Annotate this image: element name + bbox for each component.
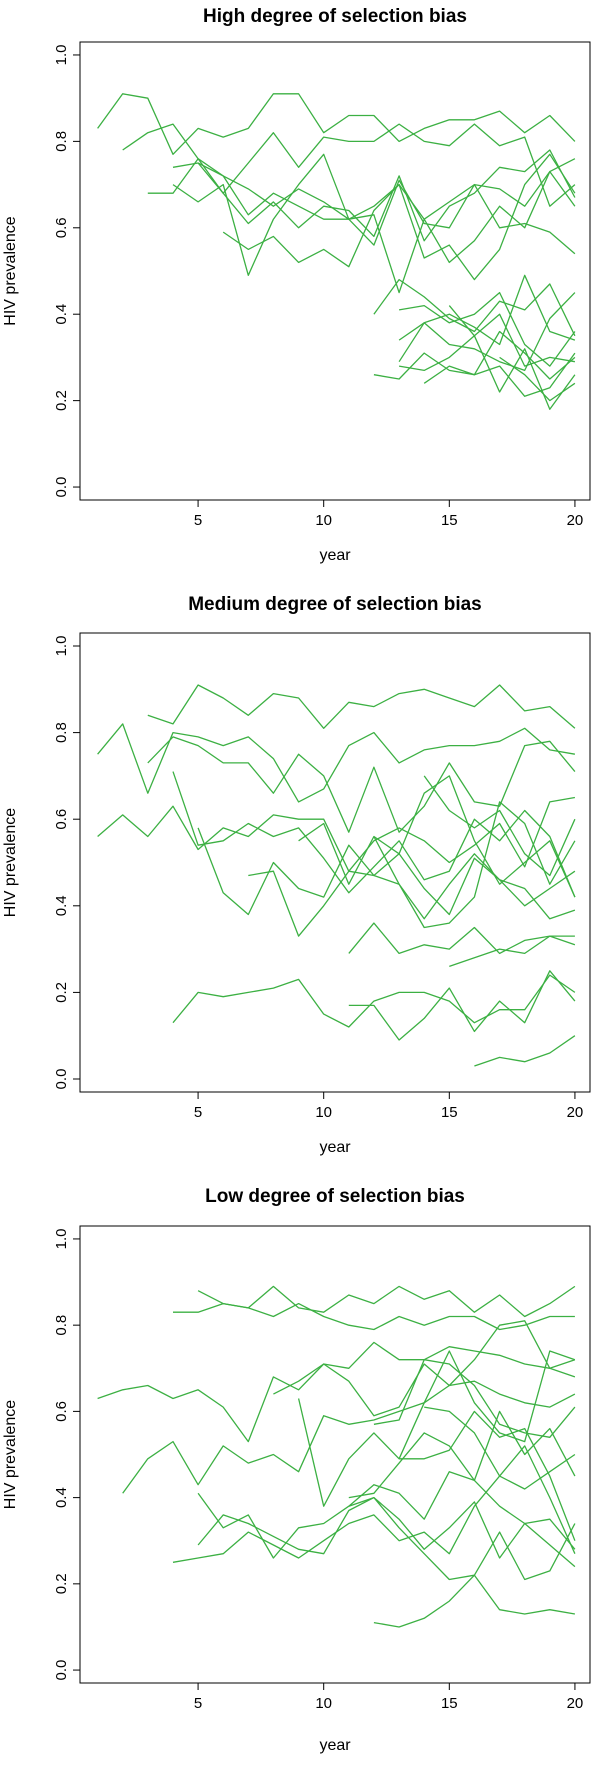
series-line-medium-14 bbox=[348, 970, 576, 1041]
series-line-low-12 bbox=[348, 1410, 576, 1499]
series-line-medium-11 bbox=[373, 775, 576, 898]
y-tick-label: 0.4 bbox=[53, 1487, 70, 1508]
x-tick-label: 20 bbox=[567, 512, 584, 529]
chart-svg-high: High degree of selection bias 5 10 15 20 0.0 0… bbox=[2, 6, 591, 564]
chart-panel-low: Low degree of selection bias 5 10 15 20 0.0 0.… bbox=[0, 1170, 600, 1762]
y-tick-label: 0.0 bbox=[53, 477, 70, 498]
series-line-medium-5 bbox=[172, 771, 576, 898]
series-line-low-2 bbox=[197, 1290, 575, 1331]
x-tick-label: 20 bbox=[567, 1104, 584, 1121]
y-tick-label: 0.2 bbox=[53, 982, 70, 1003]
series-line-medium-7 bbox=[248, 853, 576, 937]
series-line-low-3 bbox=[97, 1341, 576, 1443]
series-line-high-7 bbox=[222, 158, 576, 268]
y-axis-label: HIV prevalence bbox=[2, 808, 19, 917]
y-tick-label: 1.0 bbox=[53, 1229, 70, 1250]
series-line-low-9 bbox=[197, 1471, 576, 1568]
series-line-low-15 bbox=[424, 1406, 576, 1554]
plot-frame bbox=[79, 632, 591, 1093]
series-line-high-13 bbox=[398, 335, 576, 410]
y-tick-label: 0.6 bbox=[53, 809, 70, 830]
series-line-medium-10 bbox=[449, 935, 575, 968]
chart-title: Low degree of selection bias bbox=[205, 1186, 465, 1207]
series-line-low-8 bbox=[197, 1496, 576, 1559]
series-line-medium-12 bbox=[423, 775, 576, 877]
series-line-high-11 bbox=[448, 305, 576, 367]
series-line-high-5 bbox=[172, 153, 576, 276]
chart-svg-medium: Medium degree of selection bias 5 10 15 20 0.… bbox=[2, 594, 591, 1156]
chart-svg-low: Low degree of selection bias 5 10 15 20 0.0 0.… bbox=[2, 1186, 591, 1754]
y-tick-label: 0.4 bbox=[53, 895, 70, 916]
x-axis-label: year bbox=[319, 547, 351, 564]
y-tick-label: 0.6 bbox=[53, 1401, 70, 1422]
x-axis-label: year bbox=[319, 1139, 351, 1156]
y-axis-label: HIV prevalence bbox=[2, 216, 19, 325]
x-tick-label: 10 bbox=[315, 1104, 332, 1121]
series-line-medium-6 bbox=[197, 801, 576, 929]
series-line-high-6 bbox=[197, 162, 576, 294]
y-tick-label: 0.0 bbox=[53, 1069, 70, 1090]
y-tick-label: 0.2 bbox=[53, 1573, 70, 1594]
series-line-low-4 bbox=[122, 1380, 576, 1494]
series-line-high-12 bbox=[398, 292, 576, 372]
x-tick-label: 20 bbox=[567, 1695, 584, 1712]
y-tick-label: 0.8 bbox=[53, 722, 70, 743]
y-axis-label: HIV prevalence bbox=[2, 1400, 19, 1509]
y-tick-label: 1.0 bbox=[53, 636, 70, 657]
plot-frame bbox=[79, 41, 591, 501]
series-line-low-10 bbox=[348, 1496, 576, 1581]
y-tick-label: 0.8 bbox=[53, 131, 70, 152]
x-axis-label: year bbox=[319, 1737, 351, 1754]
series-line-medium-9 bbox=[348, 922, 576, 955]
series-line-high-8 bbox=[373, 278, 576, 337]
y-tick-label: 0.2 bbox=[53, 390, 70, 411]
series-line-medium-13 bbox=[172, 974, 576, 1028]
series-line-high-9 bbox=[398, 291, 576, 367]
chart-panel-high: High degree of selection bias 5 10 15 20 0.0 0… bbox=[0, 0, 600, 580]
series-line-high-10 bbox=[398, 274, 576, 346]
series-line-low-11 bbox=[373, 1574, 576, 1628]
y-tick-label: 1.0 bbox=[53, 45, 70, 66]
x-tick-label: 5 bbox=[194, 512, 202, 529]
series-line-medium-3 bbox=[147, 736, 576, 833]
series-line-high-16 bbox=[499, 356, 576, 402]
series-line-medium-4 bbox=[97, 796, 576, 872]
series-line-low-6 bbox=[297, 1350, 576, 1507]
series-line-low-5 bbox=[273, 1320, 576, 1417]
series-line-low-14 bbox=[399, 1410, 576, 1541]
chart-panel-medium: Medium degree of selection bias 5 10 15 20 0.… bbox=[0, 580, 600, 1170]
y-tick-label: 0.0 bbox=[53, 1660, 70, 1681]
x-tick-label: 15 bbox=[441, 1695, 458, 1712]
series-line-medium-2 bbox=[97, 723, 576, 803]
series-line-medium-1 bbox=[147, 684, 576, 729]
series-line-low-7 bbox=[172, 1453, 576, 1563]
x-tick-label: 15 bbox=[441, 1104, 458, 1121]
chart-title: Medium degree of selection bias bbox=[188, 594, 482, 615]
chart-title: High degree of selection bias bbox=[203, 6, 467, 27]
series-line-low-13 bbox=[373, 1359, 576, 1438]
x-tick-label: 10 bbox=[315, 512, 332, 529]
series-line-high-15 bbox=[423, 330, 576, 384]
series-line-medium-15 bbox=[474, 1035, 576, 1067]
plot-frame bbox=[79, 1225, 591, 1684]
x-tick-label: 10 bbox=[315, 1695, 332, 1712]
series-line-high-1 bbox=[97, 93, 576, 155]
series-line-high-4 bbox=[172, 149, 576, 242]
y-tick-label: 0.8 bbox=[53, 1315, 70, 1336]
series-line-low-1 bbox=[173, 1285, 576, 1318]
x-tick-label: 5 bbox=[194, 1695, 202, 1712]
x-tick-label: 5 bbox=[194, 1104, 202, 1121]
y-tick-label: 0.6 bbox=[53, 217, 70, 238]
series-line-medium-8 bbox=[298, 822, 576, 920]
y-tick-label: 0.4 bbox=[53, 304, 70, 325]
x-tick-label: 15 bbox=[441, 512, 458, 529]
